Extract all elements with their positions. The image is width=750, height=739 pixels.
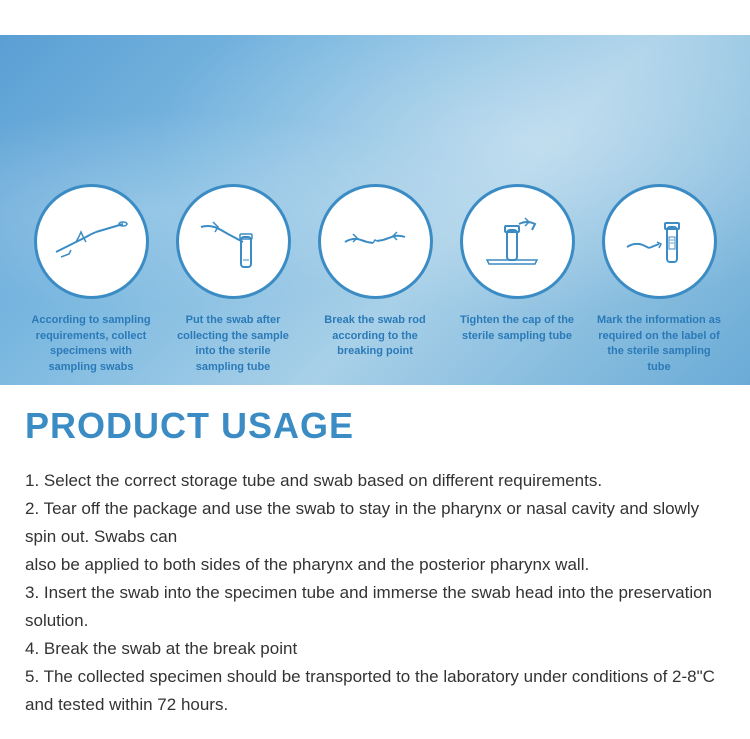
step-caption: Tighten the cap of the sterile sampling … xyxy=(452,313,582,344)
usage-line: 2. Tear off the package and use the swab… xyxy=(25,495,725,551)
tube-label-icon xyxy=(619,212,699,272)
step-3: Break the swab rod according to the brea… xyxy=(310,184,440,375)
step-1: According to sampling requirements, coll… xyxy=(26,184,156,375)
steps-row: According to sampling requirements, coll… xyxy=(0,184,750,385)
usage-line: 5. The collected specimen should be tran… xyxy=(25,663,725,719)
usage-line: 1. Select the correct storage tube and s… xyxy=(25,467,725,495)
swab-collect-icon xyxy=(51,212,131,272)
step-caption: According to sampling requirements, coll… xyxy=(26,313,156,375)
usage-line: 3. Insert the swab into the specimen tub… xyxy=(25,579,725,635)
step-circle xyxy=(602,184,717,299)
usage-text: 1. Select the correct storage tube and s… xyxy=(25,467,725,719)
step-4: Tighten the cap of the sterile sampling … xyxy=(452,184,582,375)
instruction-banner: According to sampling requirements, coll… xyxy=(0,35,750,385)
step-circle xyxy=(176,184,291,299)
step-caption: Break the swab rod according to the brea… xyxy=(310,313,440,359)
step-caption: Put the swab after collecting the sample… xyxy=(168,313,298,375)
step-circle xyxy=(318,184,433,299)
usage-line: 4. Break the swab at the break point xyxy=(25,635,725,663)
swab-break-icon xyxy=(335,212,415,272)
swab-insert-icon xyxy=(193,212,273,272)
usage-line: also be applied to both sides of the pha… xyxy=(25,551,725,579)
section-title: PRODUCT USAGE xyxy=(25,405,725,447)
step-5: Mark the information as required on the … xyxy=(594,184,724,375)
step-caption: Mark the information as required on the … xyxy=(594,313,724,375)
tube-cap-icon xyxy=(477,212,557,272)
content-section: PRODUCT USAGE 1. Select the correct stor… xyxy=(0,385,750,739)
step-circle xyxy=(460,184,575,299)
step-2: Put the swab after collecting the sample… xyxy=(168,184,298,375)
step-circle xyxy=(34,184,149,299)
